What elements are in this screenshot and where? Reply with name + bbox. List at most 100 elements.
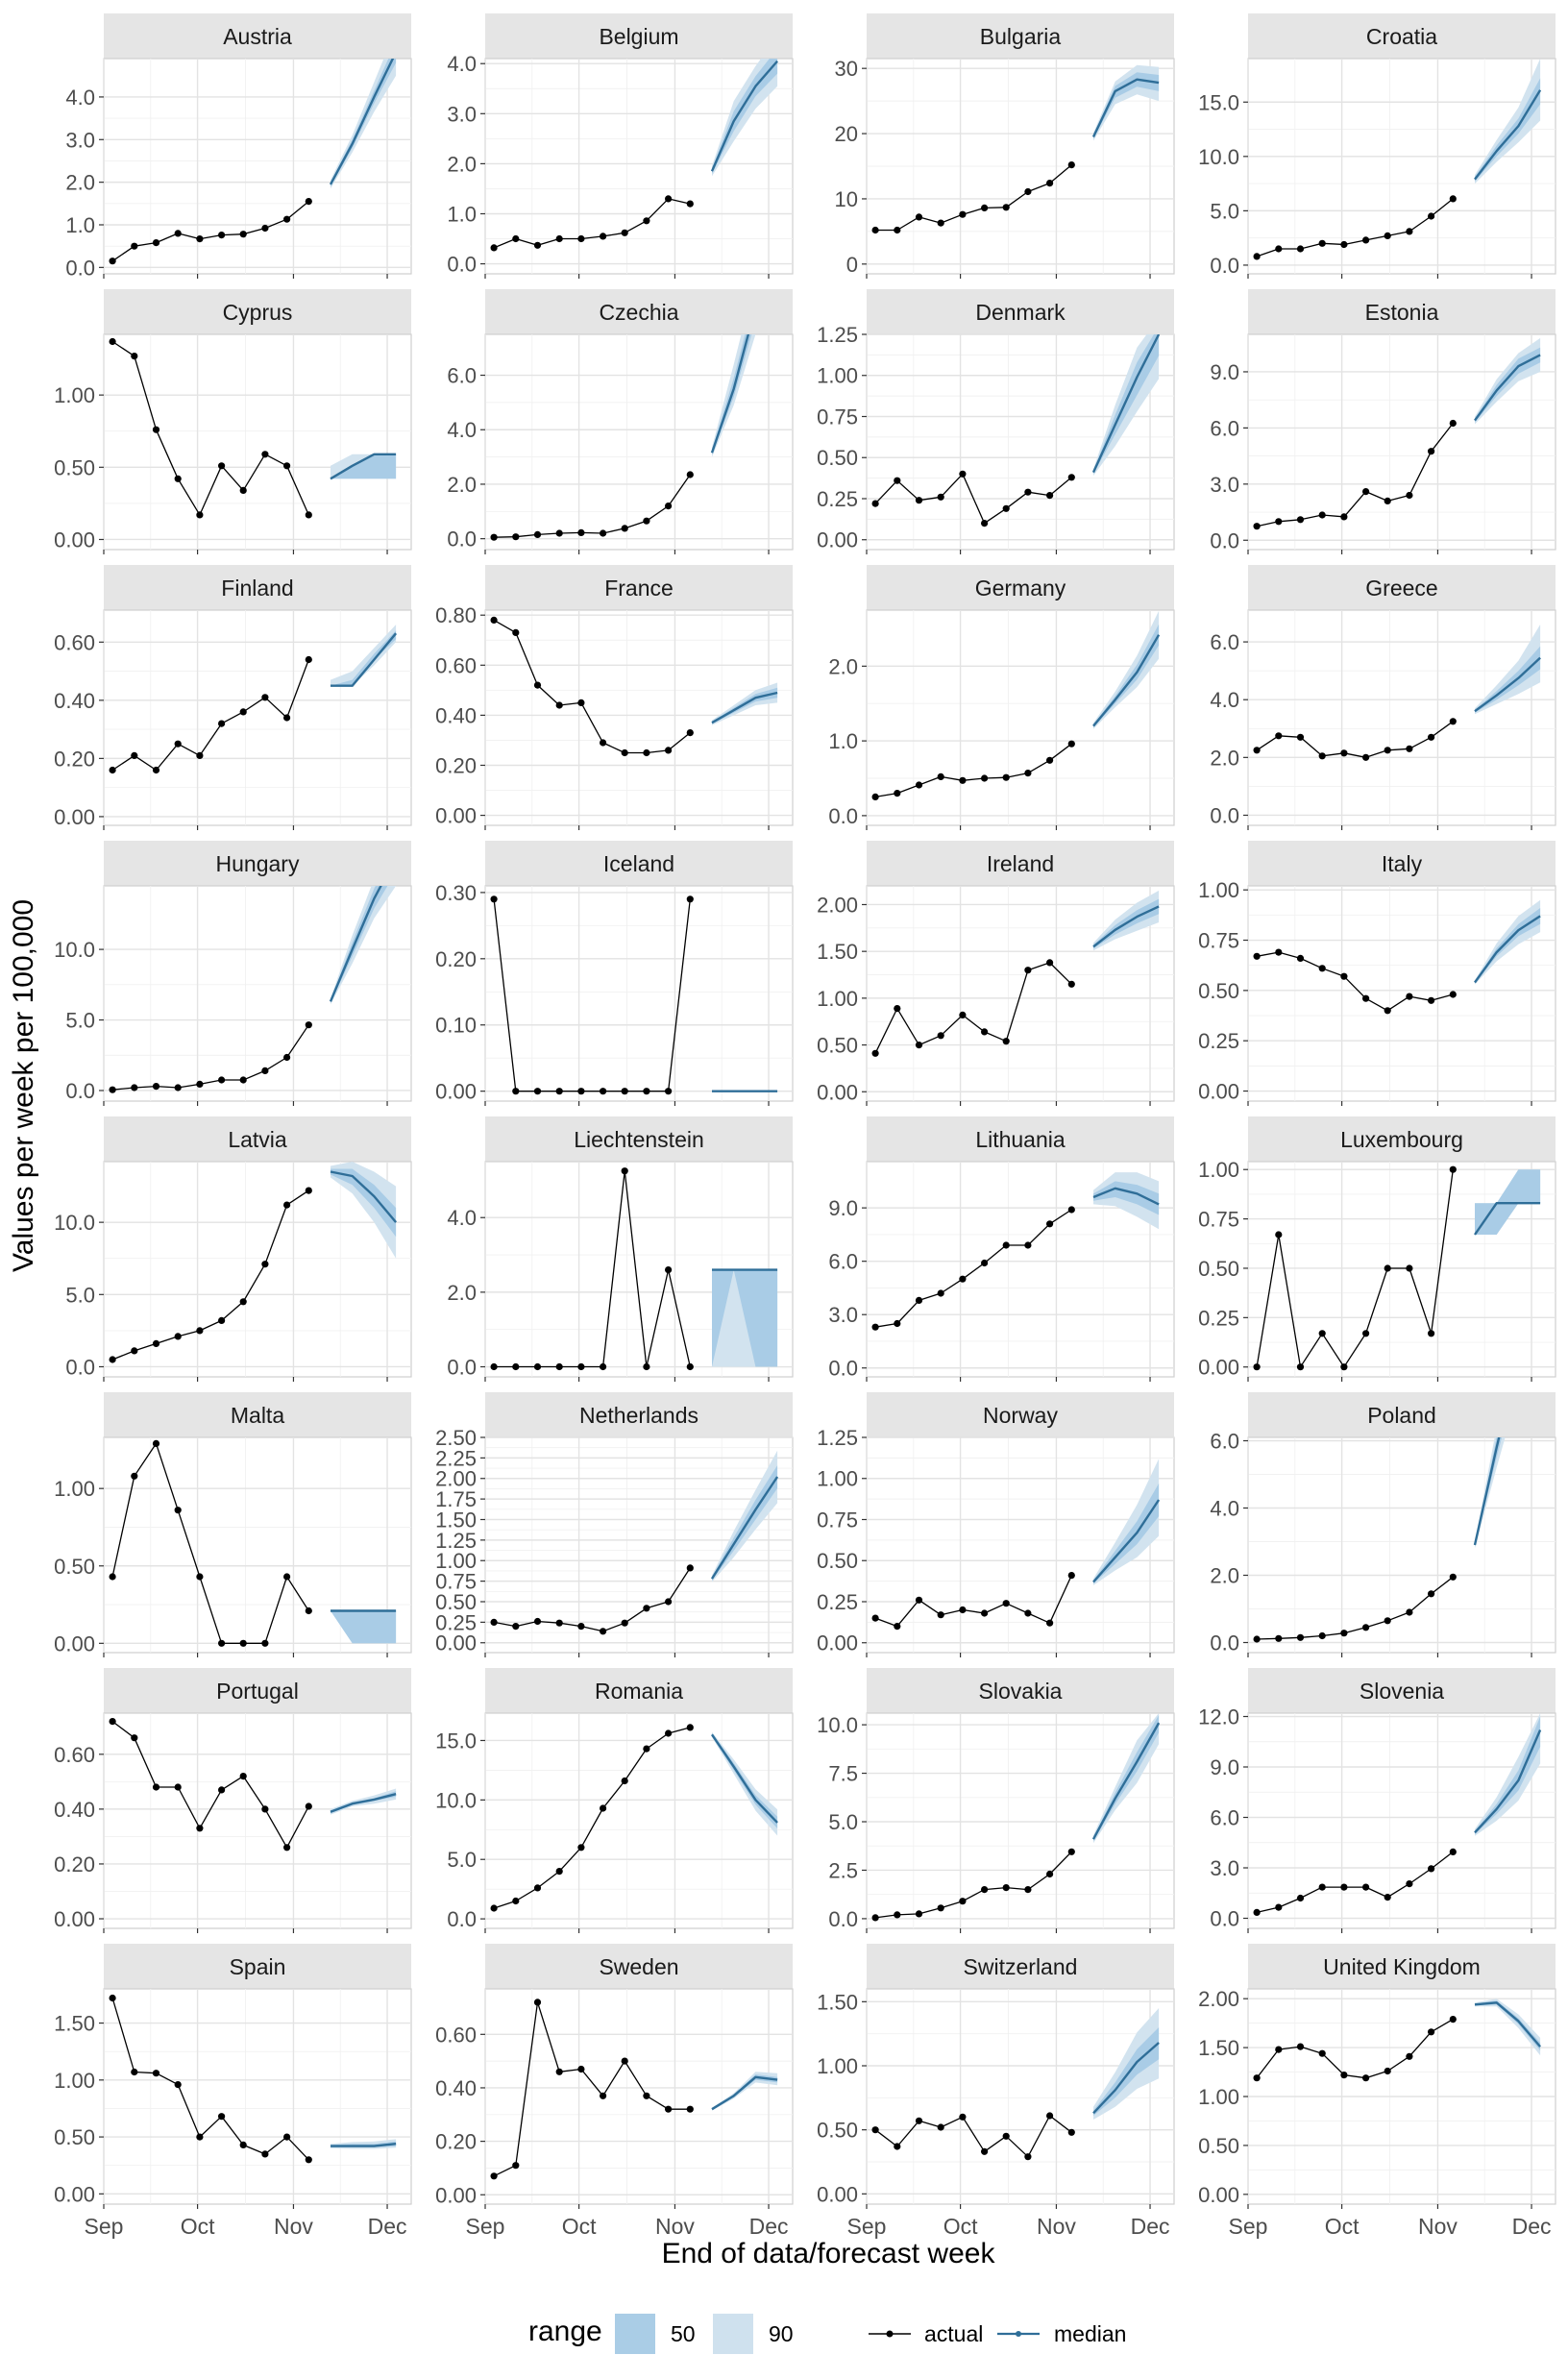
actual-point: [871, 1914, 879, 1922]
plot-area-france: [484, 609, 794, 826]
actual-point: [1024, 770, 1032, 777]
actual-point: [131, 1734, 138, 1742]
band-50-greece: [1475, 646, 1541, 713]
actual-point: [621, 229, 628, 236]
y-tick-label: 0: [846, 253, 858, 277]
actual-point: [1340, 1630, 1348, 1637]
panel-italy: Italy 0.00 0.25 0.50 0.75 1.00: [1198, 841, 1556, 1106]
y-tick-label: 0.50: [817, 2119, 858, 2143]
y-tick-label: 1.25: [435, 1529, 477, 1553]
actual-point: [915, 1296, 923, 1304]
strip-cyprus: [104, 289, 411, 334]
actual-point: [959, 1011, 967, 1018]
plot-layer-norway: [871, 1459, 1161, 1631]
y-tick-label: 5.0: [447, 1848, 477, 1872]
actual-point: [1340, 513, 1348, 521]
y-tick-label: 2.00: [817, 893, 858, 917]
actual-point: [577, 528, 585, 537]
actual-point: [1296, 1363, 1305, 1371]
actual-point: [490, 2172, 498, 2180]
strip-norway: [867, 1392, 1174, 1437]
actual-point: [1318, 2049, 1326, 2057]
actual-line-belgium: [493, 198, 691, 249]
actual-point: [174, 230, 182, 237]
strip-denmark: [867, 289, 1174, 334]
actual-point: [1002, 1884, 1010, 1892]
actual-line-france: [493, 619, 691, 754]
actual-point: [174, 1783, 182, 1791]
y-tick-label: 0.50: [817, 446, 858, 470]
median-line-estonia: [1474, 354, 1541, 422]
strip-slovenia: [1248, 1668, 1556, 1713]
actual-point: [1362, 994, 1370, 1002]
actual-point: [937, 1032, 944, 1040]
actual-point: [239, 1298, 247, 1306]
actual-point: [131, 2068, 138, 2076]
actual-point: [1002, 1600, 1010, 1607]
actual-line-poland: [1257, 1576, 1454, 1640]
y-tick-label: 2.50: [435, 1426, 477, 1450]
strip-label-united-kingdom: United Kingdom: [1323, 1954, 1481, 1979]
plot-area-denmark: [866, 333, 1175, 551]
actual-point: [239, 486, 247, 494]
median-line-italy: [1474, 915, 1541, 984]
actual-point: [239, 2141, 247, 2148]
legend-key-90: [713, 2314, 753, 2354]
actual-point: [152, 1339, 160, 1347]
actual-point: [1384, 2067, 1391, 2075]
x-tick-label: Nov: [274, 2214, 313, 2239]
strip-label-netherlands: Netherlands: [579, 1403, 698, 1428]
plot-layer-cyprus: [109, 337, 397, 519]
y-tick-label: 1.50: [435, 1508, 477, 1532]
y-tick-label: 9.0: [1210, 1755, 1239, 1779]
y-tick-label: 5.0: [1210, 199, 1239, 223]
actual-point: [937, 2123, 944, 2131]
strip-label-lithuania: Lithuania: [975, 1127, 1066, 1152]
actual-point: [1449, 419, 1457, 428]
strip-hungary: [104, 841, 411, 886]
strip-label-germany: Germany: [975, 576, 1066, 601]
panel-germany: Germany 0.0 1.0 2.0: [828, 565, 1175, 830]
legend-key-50: [615, 2314, 655, 2354]
actual-point: [665, 503, 673, 510]
actual-point: [1340, 240, 1348, 249]
actual-point: [621, 525, 628, 532]
y-tick-label: 0.50: [54, 2125, 95, 2149]
strip-poland: [1248, 1392, 1556, 1437]
panel-portugal: Portugal 0.00 0.20 0.40 0.60: [54, 1668, 412, 1933]
y-tick-label: 0.0: [1210, 1907, 1239, 1931]
band-50-belgium: [712, 59, 778, 174]
median-line-belgium: [710, 60, 779, 172]
actual-point: [1318, 239, 1326, 247]
actual-point: [894, 1623, 901, 1631]
actual-point: [871, 2126, 879, 2134]
y-tick-label: 0.75: [435, 1570, 477, 1594]
strip-label-malta: Malta: [231, 1403, 284, 1428]
panel-switzerland: Switzerland 0.00 0.50 1.00 1.50 Sep Oct Nov Dec: [817, 1944, 1175, 2239]
y-tick-label: 0.00: [1198, 2183, 1239, 2207]
actual-point: [959, 1275, 967, 1283]
median-line-finland: [331, 632, 398, 687]
actual-point: [1067, 980, 1075, 988]
actual-point: [109, 766, 116, 774]
actual-line-romania: [493, 1727, 691, 1909]
plot-layer-portugal: [109, 1718, 397, 1852]
actual-point: [239, 1076, 247, 1084]
actual-point: [871, 500, 879, 507]
strip-label-hungary: Hungary: [216, 851, 300, 876]
y-tick-label: 0.0: [828, 804, 858, 828]
actual-point: [283, 714, 291, 722]
y-tick-label: 0.00: [54, 1631, 95, 1655]
actual-point: [600, 1804, 607, 1812]
actual-point: [1384, 1617, 1391, 1625]
strip-finland: [104, 565, 411, 610]
panel-austria: Austria 0.0 1.0 2.0 3.0 4.0: [65, 13, 412, 280]
x-tick-label: Oct: [181, 2214, 215, 2239]
actual-point: [1428, 448, 1435, 455]
actual-point: [1067, 740, 1075, 748]
strip-malta: [104, 1392, 411, 1437]
actual-point: [1046, 2112, 1054, 2120]
band-90-germany: [1093, 610, 1160, 729]
actual-point: [490, 895, 498, 903]
x-tick-label: Nov: [1037, 2214, 1076, 2239]
